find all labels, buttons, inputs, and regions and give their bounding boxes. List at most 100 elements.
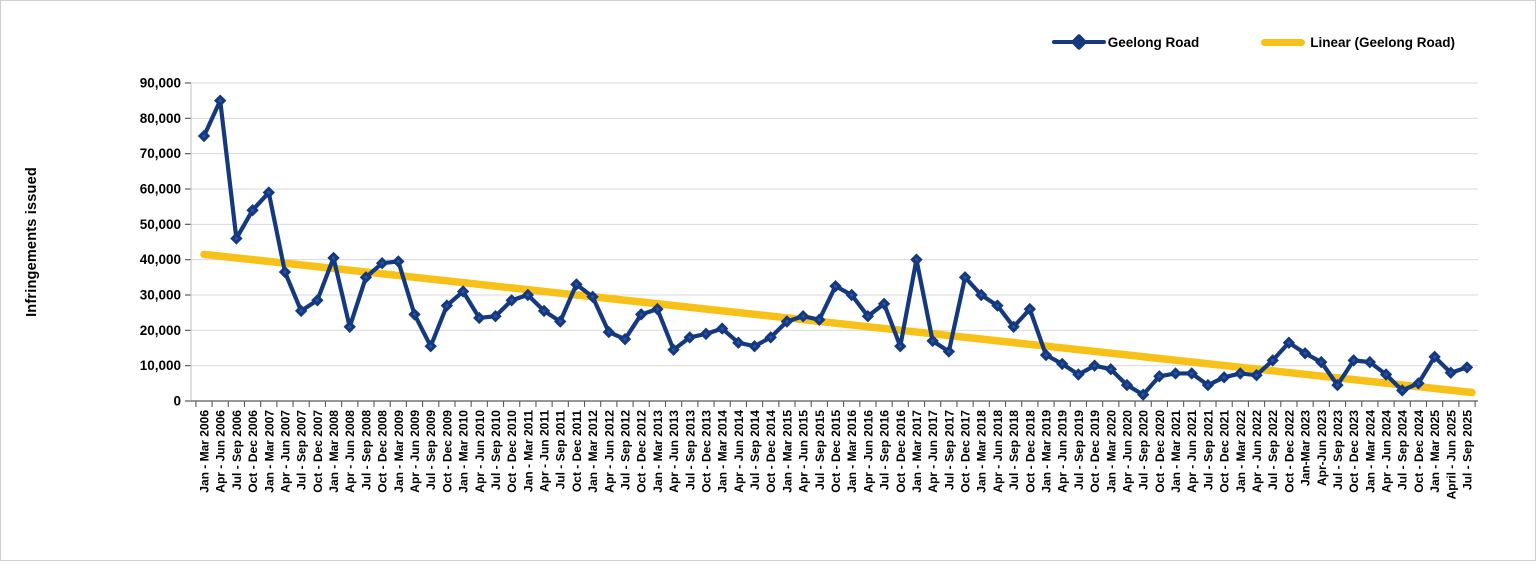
legend-label: Linear (Geelong Road): [1310, 34, 1455, 50]
x-axis-tick-label: Apr - Jun 2024: [1380, 410, 1394, 493]
data-point-center-dot: [1060, 362, 1064, 366]
y-axis-title: Infringements issued: [24, 167, 40, 317]
x-axis-tick-label: Jul - Sep 2009: [424, 410, 438, 490]
data-point-center-dot: [1433, 355, 1437, 359]
data-point-center-dot: [720, 326, 724, 331]
data-point-center-dot: [234, 236, 238, 241]
x-axis-tick-label: Jul - Sep 2015: [813, 410, 827, 490]
data-point-center-dot: [1125, 383, 1129, 387]
data-point-center-dot: [752, 344, 757, 348]
data-point-center-dot: [218, 99, 222, 103]
data-point-center-dot: [1173, 371, 1178, 376]
data-point-center-dot: [558, 319, 562, 324]
data-point-center-dot: [1335, 383, 1340, 387]
x-axis-tick-label: Jan - Mar 2025: [1428, 410, 1442, 493]
x-axis-tick-label: Jul - Sep 2020: [1137, 410, 1151, 490]
data-point-center-dot: [833, 284, 838, 288]
data-point-center-dot: [785, 319, 789, 324]
x-axis-tick-label: Jan - Mar 2013: [651, 410, 665, 493]
legend-item-linear-geelong-road: Linear (Geelong Road): [1261, 35, 1455, 50]
x-axis-tick-label: Jan - Mar 2020: [1104, 410, 1118, 493]
x-axis-tick-label: Jul - Sep 2008: [359, 410, 373, 490]
data-point-center-dot: [1303, 351, 1307, 355]
data-point-center-dot: [396, 259, 400, 264]
data-point-center-dot: [769, 335, 773, 339]
x-axis-tick-label: Jul - Sep 2017: [942, 410, 956, 490]
x-axis-tick-label: Jan - Mar 2022: [1234, 410, 1248, 493]
x-axis-tick-label: Oct - Dec 2018: [1023, 410, 1037, 493]
data-point-center-dot: [623, 337, 627, 341]
x-axis-tick-label: Apr - Jun 2011: [538, 410, 552, 492]
x-axis-tick-label: Apr - Jun 2020: [1120, 410, 1134, 493]
x-axis-tick-label: Oct - Dec 2016: [894, 410, 908, 493]
y-axis-tick-label: 50,000: [140, 217, 181, 232]
data-point-center-dot: [1465, 365, 1469, 370]
data-point-center-dot: [542, 309, 546, 313]
y-axis-tick-label: 60,000: [140, 182, 181, 197]
chart-legend: Geelong Road Linear (Geelong Road): [1051, 33, 1455, 51]
y-axis-tick-label: 80,000: [140, 111, 181, 126]
x-axis-tick-label: Apr - Jun 2019: [1056, 410, 1070, 493]
x-axis-tick-label: Oct - Dec 2019: [1088, 410, 1102, 493]
x-axis-tick-label: Jul - Sep 2019: [1072, 410, 1086, 490]
x-axis-tick-label: Jul - Sep 2007: [295, 410, 309, 490]
trend-line: [200, 250, 1476, 397]
x-axis-tick-label: Jan - Mar 2006: [198, 410, 212, 493]
data-point-center-dot: [250, 208, 255, 212]
data-point-center-dot: [412, 312, 417, 317]
x-axis-tick-label: Jan - Mar 2018: [975, 410, 989, 493]
trend-line-icon: [1261, 38, 1306, 46]
y-axis-tick-label: 0: [173, 394, 181, 409]
data-point-center-dot: [1352, 358, 1356, 362]
data-point-center-dot: [1254, 373, 1259, 377]
x-axis-tick-label: Jan - Mar 2015: [780, 410, 794, 493]
data-point-center-dot: [882, 302, 886, 306]
data-point-center-dot: [979, 293, 983, 297]
data-point-center-dot: [1368, 360, 1372, 364]
data-point-center-dot: [655, 307, 659, 311]
x-axis-tick-label: Jan - Mar 2019: [1040, 410, 1054, 493]
data-point-center-dot: [299, 309, 303, 313]
x-axis-tick-label: Jul - Sep 2013: [683, 410, 697, 490]
data-point-center-dot: [1238, 371, 1242, 376]
x-axis-tick-label: Jul - Sep 2024: [1396, 410, 1410, 490]
x-axis-tick-label: Jul - Sep 2016: [878, 410, 892, 490]
x-axis-tick-label: April - Jun 2025: [1444, 410, 1458, 500]
x-axis-tick-label: Oct - Dec 2009: [440, 410, 454, 493]
data-point-center-dot: [526, 293, 530, 297]
y-axis-tick-label: 70,000: [140, 146, 181, 161]
data-point-center-dot: [1141, 393, 1145, 397]
data-point-center-dot: [1092, 364, 1097, 368]
data-point-center-dot: [963, 275, 967, 279]
x-axis-tick-label: Jul - Sep 2011: [554, 410, 568, 490]
x-axis-tick-label: Jul - Sep 2022: [1266, 410, 1280, 490]
data-point-center-dot: [1109, 367, 1113, 371]
x-axis-tick-label: Apr - Jun 2014: [732, 410, 746, 493]
x-axis-tick-label: Oct - Dec 2013: [699, 410, 713, 493]
data-point-center-dot: [461, 289, 465, 294]
series-line-geelong-road: [201, 98, 1470, 397]
data-point-center-dot: [348, 325, 352, 329]
x-axis-tick-label: Oct - Dec 2012: [635, 410, 649, 493]
data-point-center-dot: [315, 298, 319, 302]
x-axis-tick-label: Oct - Dec 2011: [570, 410, 584, 492]
x-axis-tick-label: Oct - Dec 2007: [311, 410, 325, 493]
data-point-center-dot: [1076, 372, 1080, 377]
data-point-center-dot: [898, 344, 902, 348]
data-point-center-dot: [202, 134, 206, 138]
x-axis-tick-label: Oct - Dec 2008: [376, 410, 390, 493]
data-point-center-dot: [914, 258, 919, 262]
x-axis-tick-label: Apr - Jun 2016: [861, 410, 875, 493]
data-point-center-dot: [1190, 371, 1194, 376]
x-axis-tick-label: Jul - Sep 2018: [1007, 410, 1021, 490]
y-axis-tick-label: 90,000: [140, 76, 181, 91]
data-point-center-dot: [671, 348, 676, 352]
data-point-center-dot: [1157, 374, 1161, 378]
data-point-center-dot: [364, 275, 368, 279]
y-axis-tick-label: 30,000: [140, 288, 181, 303]
x-axis-tick-label: Apr - Jun 2010: [473, 410, 487, 493]
data-point-center-dot: [736, 341, 740, 345]
x-axis-tick-label: Jul - Sep 2012: [619, 410, 633, 490]
x-axis-tick-label: Jan - Mar 2007: [262, 410, 276, 493]
